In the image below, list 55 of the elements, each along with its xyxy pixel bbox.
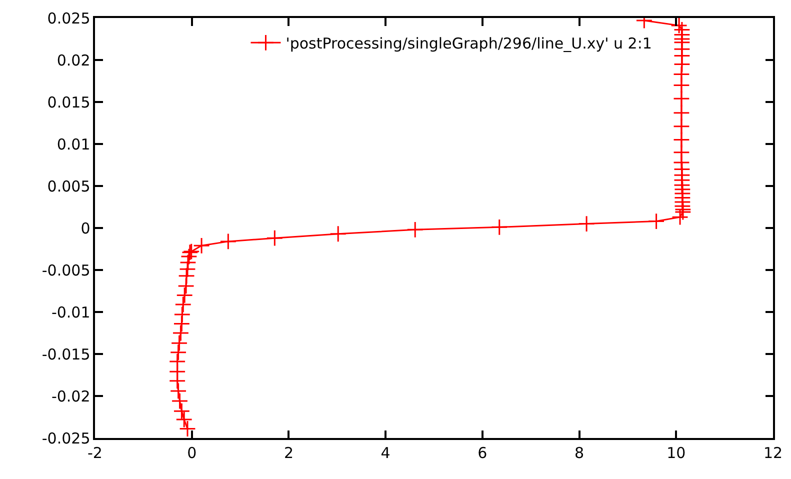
point [178, 267, 195, 284]
point [578, 215, 595, 232]
point [648, 212, 665, 230]
point [670, 18, 688, 34]
point [180, 248, 198, 266]
point [176, 286, 194, 304]
point [173, 402, 190, 420]
point [170, 344, 187, 361]
y-tick-label: -0.005 [42, 261, 90, 280]
point [193, 237, 210, 254]
point [674, 160, 690, 178]
point [168, 353, 186, 370]
point [173, 315, 190, 332]
point [170, 382, 187, 400]
legend-label: 'postProcessing/singleGraph/296/line_U.xy' u 2:1 [286, 34, 652, 52]
point [179, 420, 196, 438]
point [174, 306, 191, 323]
point [674, 21, 690, 38]
point [220, 232, 237, 250]
y-tick-label: 0.005 [47, 177, 90, 196]
point [673, 131, 690, 148]
y-tick-label: 0.025 [47, 9, 90, 28]
y-tick-label: -0.015 [42, 345, 90, 364]
x-tick-label: -2 [88, 444, 102, 462]
x-tick-label: 6 [478, 444, 488, 462]
point [330, 225, 347, 242]
y-tick-label: 0.015 [47, 93, 90, 112]
point [673, 104, 690, 122]
point [673, 66, 690, 83]
y-tick-label: -0.025 [42, 429, 90, 448]
point [672, 208, 688, 226]
point [171, 392, 188, 410]
x-tick-label: 0 [187, 444, 197, 462]
point [673, 118, 690, 135]
y-tick-label: 0.02 [56, 51, 90, 70]
point [266, 230, 284, 247]
point [406, 221, 424, 238]
point [180, 254, 196, 271]
y-tick-label: 0.01 [56, 135, 90, 154]
point [176, 411, 193, 428]
point [490, 218, 508, 236]
x-tick-label: 2 [284, 444, 294, 462]
point [172, 324, 190, 342]
x-tick-label: 8 [574, 444, 584, 462]
point [174, 296, 192, 313]
point [170, 334, 188, 352]
y-tick-label: -0.02 [51, 387, 90, 406]
y-tick-label: 0 [80, 219, 90, 238]
x-tick-label: 12 [763, 444, 783, 462]
x-tick-label: 10 [666, 444, 686, 462]
point [674, 180, 691, 198]
x-tick-label: 4 [380, 444, 390, 462]
point [673, 90, 690, 108]
y-tick-label: -0.01 [51, 303, 90, 322]
point [178, 278, 194, 294]
